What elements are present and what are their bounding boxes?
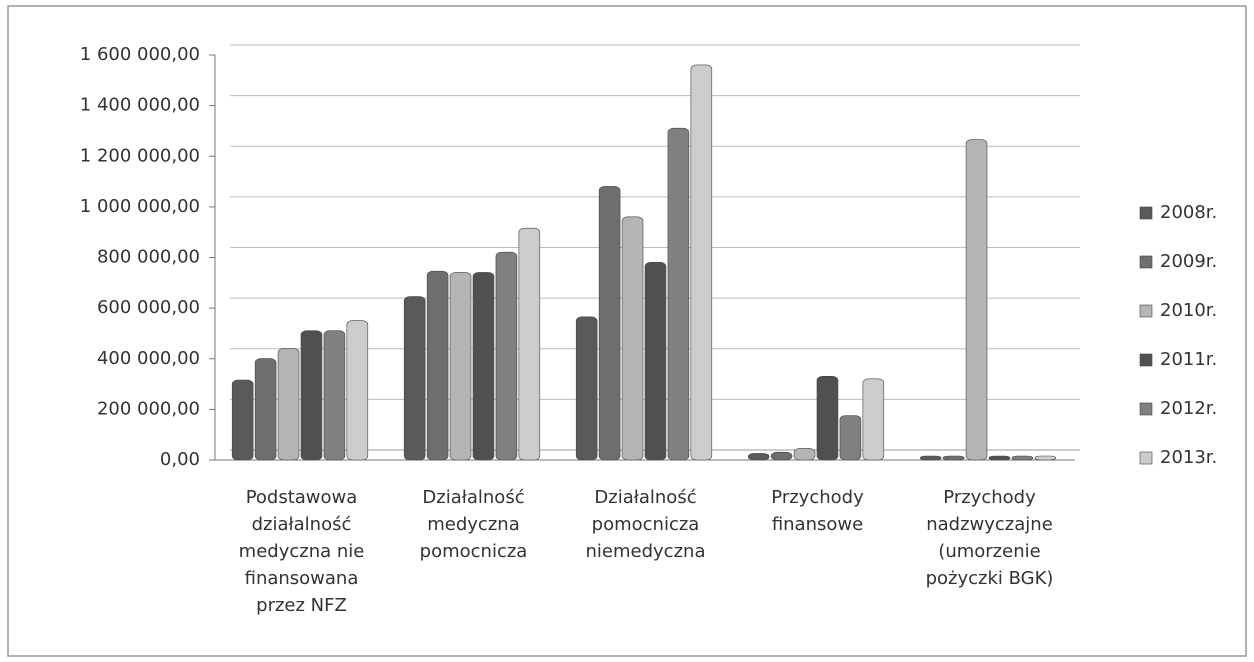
legend-swatch	[1139, 353, 1153, 367]
bar	[472, 272, 495, 461]
y-tick-label: 1 000 000,00	[80, 196, 200, 217]
bar	[644, 262, 667, 461]
bar	[942, 455, 965, 461]
bar	[300, 330, 323, 461]
x-tick-label: Działalność pomocnicza niemedyczna	[585, 487, 706, 562]
bar	[277, 348, 300, 461]
legend-label: 2008r.	[1160, 202, 1217, 223]
legend-label: 2012r.	[1160, 398, 1217, 419]
bar	[793, 448, 816, 461]
legend-swatch	[1139, 304, 1153, 318]
bar	[254, 358, 277, 461]
bar	[575, 316, 598, 461]
bar	[231, 379, 254, 461]
bar	[816, 375, 839, 461]
legend-swatch	[1139, 451, 1153, 465]
bar	[403, 296, 426, 461]
bar	[919, 455, 942, 461]
x-tick-label: Podstawowa działalność medyczna nie fina…	[238, 487, 365, 616]
bar	[965, 139, 988, 461]
bar	[495, 251, 518, 461]
y-tick-label: 1 200 000,00	[80, 145, 200, 166]
legend-swatch	[1139, 255, 1153, 269]
legend-swatch	[1139, 206, 1153, 220]
bar	[518, 227, 541, 461]
bar	[346, 320, 369, 461]
x-tick-label: Działalność medyczna pomocnicza	[419, 487, 528, 562]
bar	[988, 455, 1011, 461]
legend-label: 2011r.	[1160, 349, 1217, 370]
y-tick-label: 800 000,00	[97, 247, 200, 268]
bar	[667, 127, 690, 461]
bar	[862, 378, 885, 461]
y-tick-label: 1 600 000,00	[80, 44, 200, 65]
y-tick-label: 400 000,00	[97, 348, 200, 369]
x-tick-label: Przychody finansowe	[771, 487, 864, 535]
legend-label: 2009r.	[1160, 251, 1217, 272]
y-tick-label: 600 000,00	[97, 297, 200, 318]
bar	[747, 453, 770, 461]
legend-label: 2010r.	[1160, 300, 1217, 321]
bar	[690, 64, 713, 461]
y-tick-label: 200 000,00	[97, 398, 200, 419]
bar	[449, 272, 472, 461]
bar	[621, 216, 644, 461]
legend-swatch	[1139, 402, 1153, 416]
bar	[770, 451, 793, 461]
bar	[426, 270, 449, 461]
bar	[1034, 455, 1057, 461]
x-tick-label: Przychody nadzwyczajne (umorzenie pożycz…	[925, 487, 1054, 589]
bar	[839, 415, 862, 461]
bar	[323, 330, 346, 461]
legend-label: 2013r.	[1160, 447, 1217, 468]
bar	[598, 186, 621, 461]
y-tick-label: 1 400 000,00	[80, 95, 200, 116]
bar	[1011, 455, 1034, 461]
frame	[7, 5, 1247, 657]
y-tick-label: 0,00	[160, 449, 200, 470]
